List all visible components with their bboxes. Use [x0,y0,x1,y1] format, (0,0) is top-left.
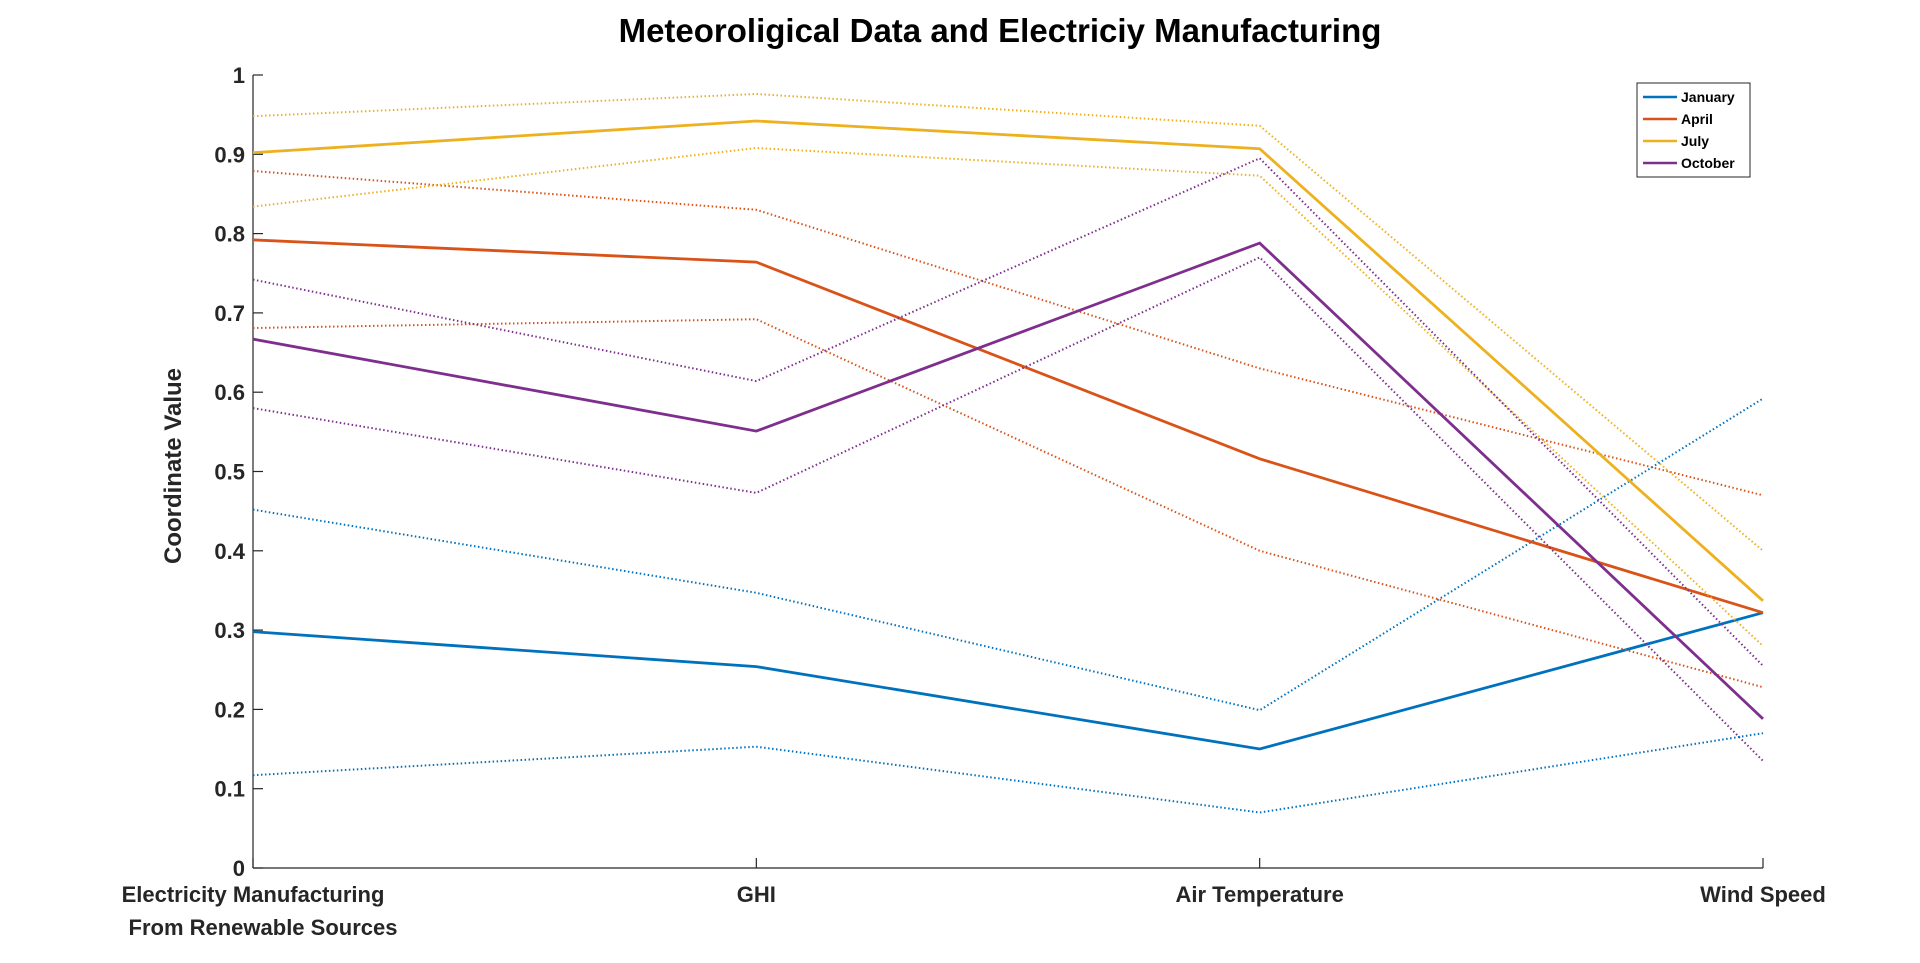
x-category-label: From Renewable Sources [129,915,398,940]
legend-label-april[interactable]: April [1681,111,1713,127]
series-upper-line-october [252,157,1764,667]
y-tick-label: 0.2 [214,697,245,722]
legend-label-january[interactable]: January [1681,89,1735,105]
series-line-january [252,611,1764,751]
y-tick-label: 0.5 [214,460,245,485]
series-upper-line-july [252,92,1764,552]
series-lower-line-april [252,318,1764,689]
y-tick-label: 0.7 [214,301,245,326]
x-category-label: Electricity Manufacturing [122,882,385,907]
series-lower-line-october [252,256,1764,762]
series-line-april [252,238,1764,615]
axes: 0 0.1 0.2 0.3 0.4 0.5 0.6 0.7 0.8 0.9 1 Electricity… [122,63,1826,940]
series-upper-line-january [252,397,1764,712]
legend[interactable]: January April July October [1636,82,1751,178]
series-upper-line-april [252,170,1764,497]
x-category-label: Air Temperature [1176,882,1344,907]
y-tick-label: 0.6 [214,380,245,405]
series-lower-line-january [252,732,1764,814]
series-line-october [252,241,1764,720]
y-tick-label: 0.1 [214,777,245,802]
y-tick-label: 0.8 [214,222,245,247]
y-tick-label: 0 [233,856,245,881]
y-tick-label: 0.4 [214,539,245,564]
x-category-label: GHI [737,882,776,907]
x-category-label: Wind Speed [1700,882,1826,907]
y-tick-label: 1 [233,63,245,88]
legend-label-july[interactable]: July [1681,133,1709,149]
series-lower-line-july [252,146,1764,647]
y-tick-label: 0.9 [214,142,245,167]
legend-box [1636,82,1751,178]
legend-label-october[interactable]: October [1681,155,1735,171]
chart-title: Meteoroligical Data and Electriciy Manuf… [619,12,1382,49]
y-tick-label: 0.3 [214,618,245,643]
y-axis-label: Coordinate Value [160,368,187,564]
series-line-july [252,119,1764,602]
series-lines [252,92,1764,814]
